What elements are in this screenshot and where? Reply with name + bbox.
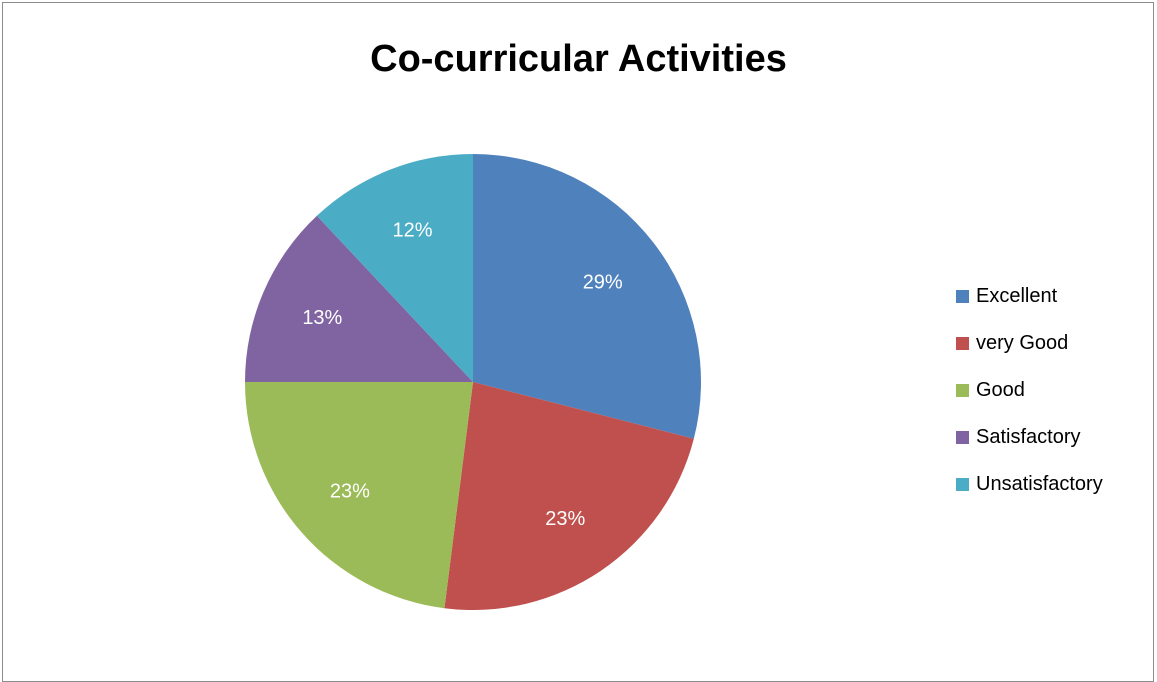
pie-slice-unsatisfactory: [316, 154, 473, 382]
legend-label: very Good: [976, 332, 1069, 354]
legend-label: Excellent: [976, 285, 1058, 307]
chart-legend: Excellent very Good Good Satisfactory Unsati…: [956, 273, 1103, 508]
legend-label: Unsatisfactory: [976, 473, 1103, 495]
legend-swatch: [956, 478, 969, 491]
pie-slice-good: [245, 382, 473, 609]
legend-item-very-good: very Good: [956, 320, 1103, 367]
pie-slice-satisfactory: [245, 215, 473, 382]
data-label-unsatisfactory: 12%: [393, 219, 433, 241]
legend-label: Satisfactory: [976, 426, 1081, 448]
legend-item-excellent: Excellent: [956, 273, 1103, 320]
legend-label: Good: [976, 379, 1025, 401]
data-label-satisfactory: 13%: [302, 307, 342, 329]
legend-swatch: [956, 290, 969, 303]
data-label-very-good: 23%: [545, 508, 585, 530]
legend-item-unsatisfactory: Unsatisfactory: [956, 461, 1103, 508]
legend-swatch: [956, 431, 969, 444]
legend-item-satisfactory: Satisfactory: [956, 414, 1103, 461]
data-label-good: 23%: [330, 481, 370, 503]
pie-slice-excellent: [473, 154, 701, 439]
pie-slice-very-good: [444, 382, 694, 610]
legend-swatch: [956, 384, 969, 397]
legend-swatch: [956, 337, 969, 350]
data-label-excellent: 29%: [583, 271, 623, 293]
legend-item-good: Good: [956, 367, 1103, 414]
chart-title: Co-curricular Activities: [370, 38, 787, 80]
